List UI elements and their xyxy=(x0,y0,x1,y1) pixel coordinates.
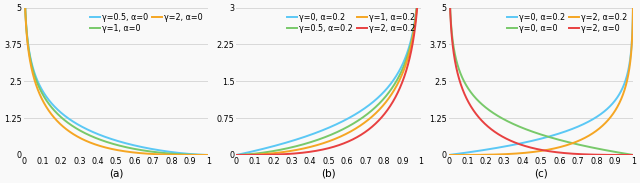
γ=0, α=0 xyxy=(516,126,524,128)
Line: γ=0, α=0.2: γ=0, α=0.2 xyxy=(449,0,633,155)
γ=2, α=0.2 xyxy=(233,154,241,156)
γ=0.5, α=0.2 xyxy=(394,79,401,81)
γ=1, α=0 xyxy=(204,154,212,156)
γ=0, α=0 xyxy=(626,153,634,155)
γ=0.5, α=0 xyxy=(52,107,60,109)
Legend: γ=0.5, α=0, γ=1, α=0, γ=2, α=0: γ=0.5, α=0, γ=1, α=0, γ=2, α=0 xyxy=(88,12,204,35)
γ=1, α=0.2 xyxy=(413,5,421,7)
γ=2, α=0.2 xyxy=(626,66,634,68)
γ=0, α=0.2 xyxy=(254,149,262,151)
γ=0, α=0.2 xyxy=(265,146,273,149)
γ=0, α=0.2 xyxy=(413,1,421,4)
γ=0, α=0.2 xyxy=(303,135,311,137)
γ=1, α=0 xyxy=(201,154,209,156)
γ=2, α=0.2 xyxy=(254,154,262,156)
γ=2, α=0 xyxy=(466,104,474,106)
Legend: γ=0, α=0.2, γ=0.5, α=0.2, γ=1, α=0.2, γ=2, α=0.2: γ=0, α=0.2, γ=0.5, α=0.2, γ=1, α=0.2, γ=… xyxy=(285,12,417,35)
γ=2, α=0.2 xyxy=(394,93,401,95)
γ=1, α=0 xyxy=(91,137,99,139)
γ=0.5, α=0 xyxy=(99,135,107,137)
Line: γ=1, α=0.2: γ=1, α=0.2 xyxy=(237,0,420,155)
γ=2, α=0.2 xyxy=(524,152,531,154)
γ=0, α=0.2 xyxy=(477,149,485,152)
γ=2, α=0 xyxy=(52,119,60,121)
γ=0, α=0 xyxy=(477,102,485,104)
γ=2, α=0.2 xyxy=(445,154,453,156)
γ=2, α=0 xyxy=(204,154,212,156)
γ=2, α=0 xyxy=(524,146,531,148)
γ=2, α=0 xyxy=(99,146,107,148)
γ=2, α=0 xyxy=(91,143,99,145)
γ=2, α=0 xyxy=(629,154,637,156)
Line: γ=2, α=0: γ=2, α=0 xyxy=(24,0,208,155)
γ=2, α=0.2 xyxy=(303,151,311,153)
γ=0, α=0.2 xyxy=(524,141,531,143)
γ=0.5, α=0 xyxy=(204,154,212,156)
X-axis label: (c): (c) xyxy=(534,169,548,179)
γ=0.5, α=0 xyxy=(42,94,49,96)
γ=0, α=0.2 xyxy=(516,143,524,145)
γ=0, α=0.2 xyxy=(311,132,319,134)
γ=0.5, α=0.2 xyxy=(233,154,241,156)
Legend: γ=0, α=0.2, γ=0, α=0, γ=2, α=0.2, γ=2, α=0: γ=0, α=0.2, γ=0, α=0, γ=2, α=0.2, γ=2, α… xyxy=(506,12,629,35)
γ=2, α=0.2 xyxy=(466,154,474,156)
Line: γ=2, α=0.2: γ=2, α=0.2 xyxy=(237,0,420,155)
Line: γ=0.5, α=0.2: γ=0.5, α=0.2 xyxy=(237,0,420,155)
γ=1, α=0.2 xyxy=(303,147,311,149)
γ=0, α=0 xyxy=(466,90,474,92)
γ=2, α=0.2 xyxy=(606,117,614,119)
γ=2, α=0 xyxy=(477,119,485,121)
X-axis label: (b): (b) xyxy=(321,169,336,179)
Line: γ=0, α=0: γ=0, α=0 xyxy=(449,0,633,155)
γ=2, α=0.2 xyxy=(265,154,273,156)
Line: γ=0, α=0.2: γ=0, α=0.2 xyxy=(237,0,420,155)
γ=2, α=0 xyxy=(606,154,614,156)
γ=2, α=0.2 xyxy=(477,154,485,156)
γ=1, α=0.2 xyxy=(254,153,262,156)
γ=0, α=0.2 xyxy=(445,154,453,156)
γ=0, α=0 xyxy=(606,150,614,152)
γ=0, α=0.2 xyxy=(233,154,241,156)
γ=1, α=0 xyxy=(99,139,107,142)
γ=1, α=0.2 xyxy=(311,145,319,147)
Line: γ=1, α=0: γ=1, α=0 xyxy=(24,0,208,155)
γ=0, α=0 xyxy=(629,154,637,156)
γ=0.5, α=0 xyxy=(91,132,99,134)
γ=2, α=0 xyxy=(516,143,524,145)
γ=1, α=0.2 xyxy=(265,153,273,155)
γ=2, α=0 xyxy=(181,154,189,156)
γ=0.5, α=0.2 xyxy=(311,140,319,142)
γ=0, α=0 xyxy=(524,129,531,131)
γ=0.5, α=0 xyxy=(181,152,189,155)
γ=0.5, α=0.2 xyxy=(303,142,311,144)
γ=0.5, α=0.2 xyxy=(254,152,262,154)
γ=0, α=0.2 xyxy=(466,151,474,153)
γ=1, α=0 xyxy=(52,111,60,113)
γ=2, α=0.2 xyxy=(413,8,421,10)
Line: γ=2, α=0.2: γ=2, α=0.2 xyxy=(449,0,633,155)
γ=0.5, α=0.2 xyxy=(413,3,421,5)
γ=1, α=0 xyxy=(181,153,189,156)
γ=2, α=0 xyxy=(626,154,634,156)
γ=0, α=0.2 xyxy=(394,73,401,75)
Line: γ=2, α=0: γ=2, α=0 xyxy=(449,0,633,155)
X-axis label: (a): (a) xyxy=(109,169,124,179)
γ=0, α=0.2 xyxy=(606,105,614,108)
γ=2, α=0 xyxy=(42,104,49,106)
γ=0.5, α=0.2 xyxy=(265,151,273,153)
γ=1, α=0.2 xyxy=(394,83,401,86)
γ=1, α=0 xyxy=(42,97,49,100)
γ=2, α=0.2 xyxy=(516,152,524,154)
γ=2, α=0.2 xyxy=(311,150,319,152)
γ=2, α=0 xyxy=(201,154,209,156)
γ=1, α=0.2 xyxy=(233,154,241,156)
γ=0, α=0.2 xyxy=(626,62,634,65)
Line: γ=0.5, α=0: γ=0.5, α=0 xyxy=(24,0,208,155)
γ=0.5, α=0 xyxy=(201,154,209,156)
